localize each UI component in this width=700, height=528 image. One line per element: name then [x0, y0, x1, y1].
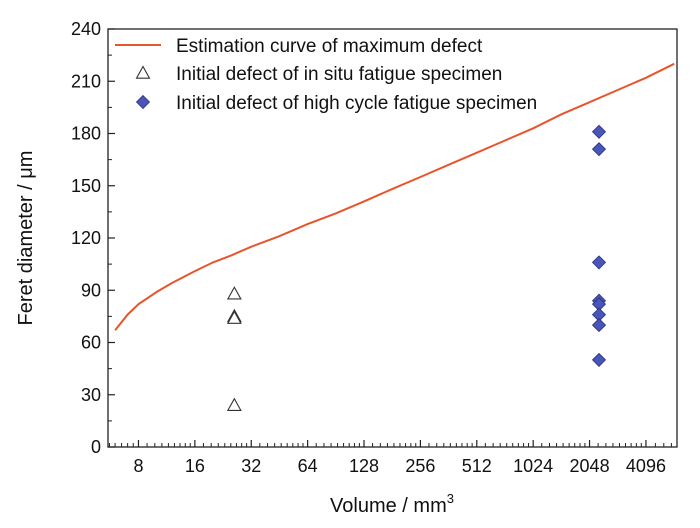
- in-situ-defect-point: [226, 397, 242, 411]
- plot-area: [114, 62, 675, 411]
- y-tick-label: 150: [71, 176, 101, 196]
- high-cycle-defect-point: [591, 124, 607, 139]
- legend-label: Initial defect of high cycle fatigue spe…: [176, 93, 537, 114]
- x-axis: 8 16 32 64 128 256 512 1024 2048 4096: [108, 440, 672, 476]
- x-tick-label: 32: [241, 456, 261, 476]
- legend-marker-swatch: [135, 65, 151, 79]
- in-situ-defect-point: [226, 310, 242, 324]
- in-situ-defect-point: [226, 286, 242, 300]
- y-tick-label: 90: [81, 280, 101, 300]
- y-axis: 0 30 60 90 120 150 180 210 240: [71, 19, 115, 457]
- x-tick-label: 128: [349, 456, 379, 476]
- y-tick-label: 30: [81, 385, 101, 405]
- plot-frame: [107, 28, 678, 448]
- high-cycle-defect-point: [591, 318, 607, 333]
- x-tick-label: 256: [405, 456, 435, 476]
- high-cycle-defect-point: [591, 255, 607, 270]
- x-tick-label: 4096: [626, 456, 666, 476]
- legend-label: Estimation curve of maximum defect: [176, 36, 483, 57]
- x-tick-label: 16: [185, 456, 205, 476]
- legend-label: Initial defect of in situ fatigue specim…: [176, 64, 502, 85]
- high-cycle-defect-point: [591, 142, 607, 157]
- x-tick-label: 64: [298, 456, 318, 476]
- high-cycle-defect-point: [591, 352, 607, 367]
- x-tick-label: 1024: [513, 456, 553, 476]
- y-tick-label: 180: [71, 124, 101, 144]
- y-tick-label: 240: [71, 19, 101, 39]
- y-tick-label: 60: [81, 333, 101, 353]
- x-axis-title: Volume / mm3: [330, 491, 454, 517]
- x-tick-label: 512: [462, 456, 492, 476]
- legend-marker-swatch: [135, 94, 151, 110]
- x-tick-label: 2048: [570, 456, 610, 476]
- legend: Estimation curve of maximum defect Initia…: [115, 36, 537, 114]
- x-tick-label: 8: [133, 456, 143, 476]
- y-axis-title: Feret diameter / μm: [15, 151, 37, 326]
- estimation-curve-line: [114, 62, 675, 331]
- y-tick-label: 0: [91, 437, 101, 457]
- y-tick-label: 120: [71, 228, 101, 248]
- y-tick-label: 210: [71, 71, 101, 91]
